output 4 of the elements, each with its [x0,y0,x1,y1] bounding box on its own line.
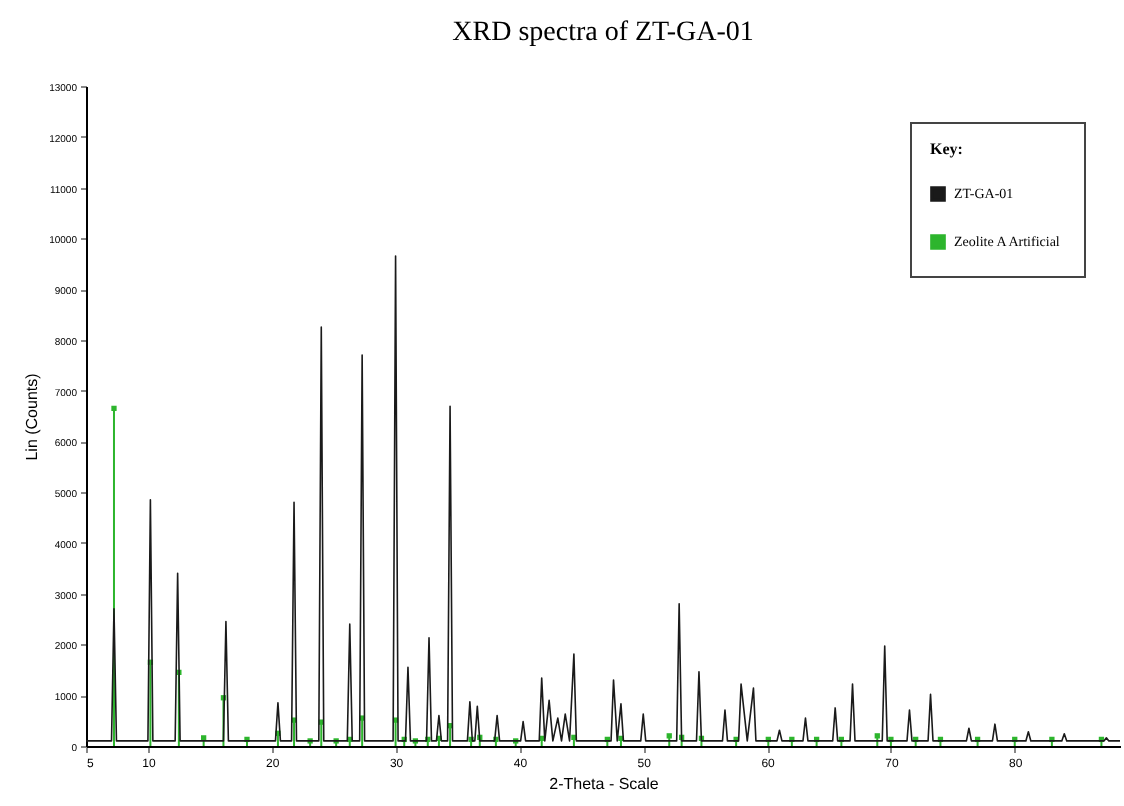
legend-title: Key: [930,140,963,158]
x-axis-title: 2-Theta - Scale [549,775,660,793]
chart-title: XRD spectra of ZT-GA-01 [452,18,754,48]
y-axis-title: Lin (Counts) [23,372,42,461]
